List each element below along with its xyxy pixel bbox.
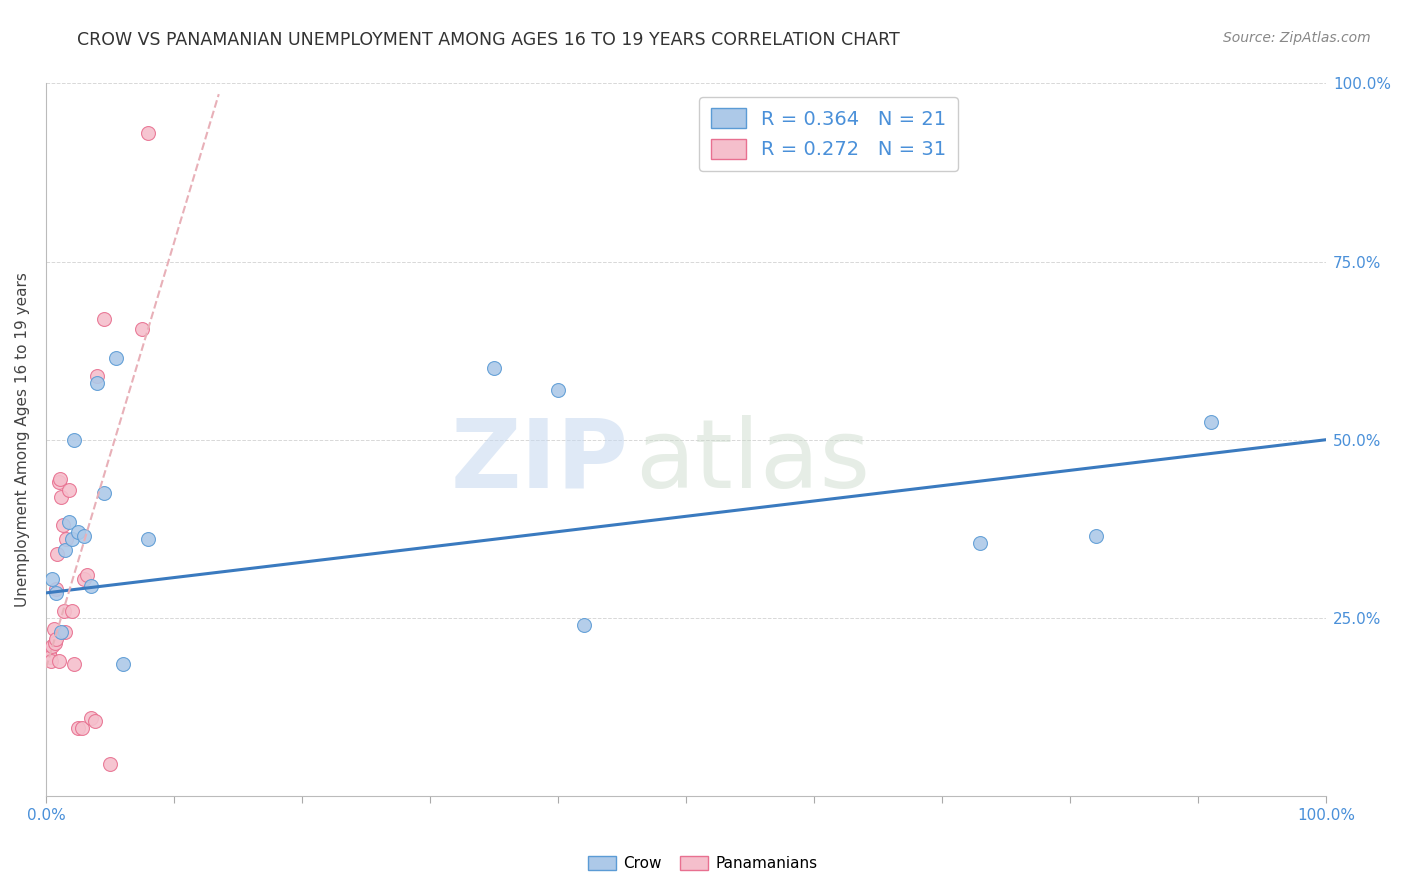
Point [80,710,103,724]
Point [138,533,160,547]
Point [63,657,86,672]
Point [93,486,115,500]
Point [41,640,63,654]
Point [80,579,103,593]
Legend: Crow, Panamanians: Crow, Panamanians [582,850,824,877]
Point [45,632,67,647]
Point [51,490,73,504]
Point [93,311,115,326]
Point [73,572,96,586]
Point [44,636,66,650]
Point [39,654,62,668]
Point [58,515,80,529]
Point [51,625,73,640]
Point [969,536,991,550]
Point [76,568,98,582]
Point [138,126,160,140]
Text: ZIP: ZIP [450,415,628,508]
Point [111,657,134,672]
Point [48,475,70,490]
Point [53,543,76,558]
Point [1084,529,1107,543]
Point [482,361,505,376]
Point [83,714,105,728]
Point [38,647,60,661]
Point [46,547,69,561]
Point [58,483,80,497]
Point [98,756,121,771]
Point [1199,415,1222,429]
Point [131,322,153,336]
Point [86,376,108,390]
Point [48,654,70,668]
Point [45,586,67,600]
Point [66,721,89,735]
Point [60,604,83,618]
Point [105,351,128,365]
Text: atlas: atlas [636,415,870,508]
Text: Source: ZipAtlas.com: Source: ZipAtlas.com [1223,31,1371,45]
Point [70,721,93,735]
Y-axis label: Unemployment Among Ages 16 to 19 years: Unemployment Among Ages 16 to 19 years [15,272,30,607]
Point [42,622,65,636]
Point [547,383,569,397]
Point [38,650,60,665]
Point [86,368,108,383]
Point [63,433,86,447]
Text: CROW VS PANAMANIAN UNEMPLOYMENT AMONG AGES 16 TO 19 YEARS CORRELATION CHART: CROW VS PANAMANIAN UNEMPLOYMENT AMONG AG… [77,31,900,49]
Point [49,472,72,486]
Point [55,533,77,547]
Point [73,529,96,543]
Point [66,525,89,540]
Point [41,572,63,586]
Point [53,625,76,640]
Point [60,533,83,547]
Legend: R = 0.364   N = 21, R = 0.272   N = 31: R = 0.364 N = 21, R = 0.272 N = 31 [699,96,957,171]
Point [52,604,75,618]
Point [52,518,75,533]
Point [45,582,67,597]
Point [572,618,595,632]
